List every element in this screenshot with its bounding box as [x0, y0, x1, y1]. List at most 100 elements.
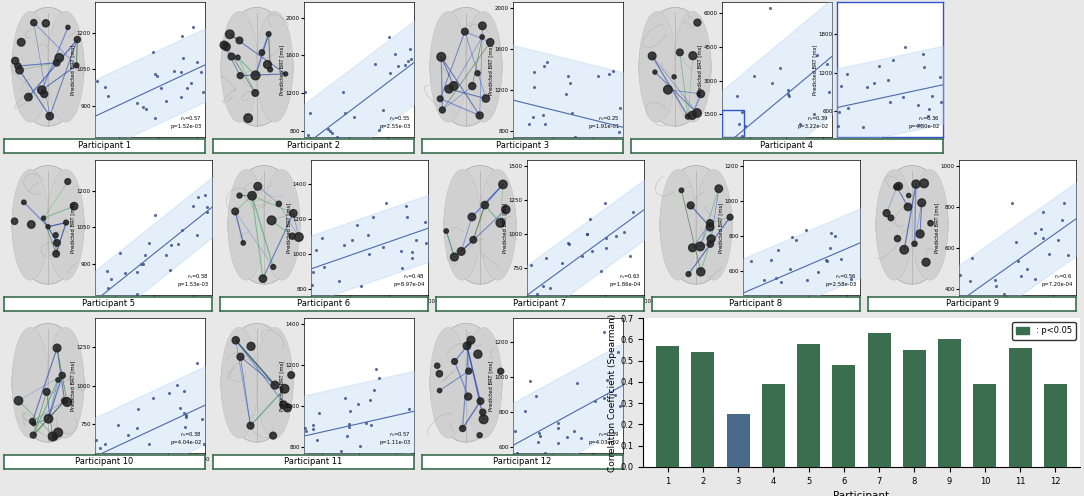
Point	[315, 263, 333, 271]
Point	[644, 52, 661, 60]
Point	[474, 408, 491, 416]
Point	[817, 256, 835, 264]
Point	[1055, 199, 1072, 207]
Point	[537, 294, 554, 302]
Point	[403, 248, 421, 256]
Point	[977, 312, 994, 320]
Point	[255, 275, 272, 283]
Point	[189, 58, 206, 66]
Y-axis label: Predicted BRT [ms]: Predicted BRT [ms]	[280, 360, 284, 411]
Point	[882, 214, 900, 222]
Point	[361, 249, 378, 257]
Ellipse shape	[465, 327, 502, 438]
Y-axis label: Predicted BRT [ms]: Predicted BRT [ms]	[489, 360, 493, 411]
Point	[375, 106, 392, 114]
Point	[477, 95, 494, 103]
Point	[728, 92, 746, 100]
Point	[598, 376, 616, 384]
Point	[291, 233, 308, 241]
Point	[798, 226, 815, 234]
Ellipse shape	[12, 7, 85, 126]
Ellipse shape	[12, 323, 85, 442]
Point	[198, 208, 216, 216]
Point	[720, 153, 737, 161]
Point	[684, 52, 701, 60]
Point	[559, 72, 577, 80]
Point	[431, 95, 449, 103]
Point	[564, 110, 581, 118]
Point	[498, 205, 515, 213]
Point	[746, 156, 763, 164]
Point	[192, 68, 209, 76]
Point	[798, 276, 815, 284]
Y-axis label: Predicted BRT [ms]: Predicted BRT [ms]	[934, 202, 940, 253]
Ellipse shape	[660, 165, 732, 284]
Point	[176, 409, 193, 417]
Point	[193, 415, 210, 423]
Point	[400, 58, 417, 65]
Bar	[722, 110, 744, 137]
Point	[579, 230, 596, 238]
Ellipse shape	[638, 7, 711, 126]
Point	[176, 423, 193, 431]
Ellipse shape	[263, 170, 300, 280]
Point	[40, 415, 57, 423]
Point	[895, 246, 913, 254]
Point	[157, 250, 175, 258]
Point	[469, 69, 487, 77]
Point	[51, 54, 68, 62]
Point	[1049, 237, 1067, 245]
Point	[337, 394, 354, 402]
Point	[492, 219, 509, 227]
Point	[682, 201, 699, 209]
Point	[589, 71, 606, 79]
Point	[475, 415, 492, 423]
Point	[472, 397, 489, 405]
Text: Participant 3: Participant 3	[496, 141, 550, 150]
Point	[693, 90, 710, 98]
Point	[784, 233, 801, 241]
Point	[521, 306, 539, 314]
Point	[558, 90, 576, 98]
Ellipse shape	[47, 11, 85, 122]
Point	[44, 433, 62, 440]
Point	[285, 209, 302, 217]
Point	[284, 232, 301, 240]
Point	[20, 93, 37, 101]
Point	[746, 72, 763, 80]
Point	[10, 62, 27, 70]
Point	[35, 214, 52, 222]
Point	[146, 211, 164, 219]
Point	[779, 86, 797, 94]
Y-axis label: Predicted BRT [ms]: Predicted BRT [ms]	[280, 44, 284, 95]
Point	[567, 473, 584, 481]
Point	[351, 442, 369, 450]
Ellipse shape	[12, 170, 49, 280]
Point	[870, 62, 888, 70]
Text: $r_s$=0.39
p=4.03e-02: $r_s$=0.39 p=4.03e-02	[589, 430, 620, 445]
Point	[401, 45, 418, 53]
Point	[94, 151, 112, 159]
Point	[341, 407, 359, 415]
Point	[889, 235, 906, 243]
X-axis label: Measured BRT [ms]: Measured BRT [ms]	[776, 306, 827, 310]
Point	[866, 79, 883, 87]
Point	[522, 261, 540, 269]
Point	[537, 120, 554, 128]
Point	[761, 4, 778, 12]
Point	[528, 392, 545, 400]
Point	[336, 242, 353, 249]
Ellipse shape	[228, 170, 264, 280]
Point	[803, 303, 821, 310]
X-axis label: Measured BRT [ms]: Measured BRT [ms]	[333, 147, 385, 153]
Point	[90, 471, 107, 479]
Point	[688, 109, 706, 117]
Point	[833, 82, 850, 90]
Point	[137, 105, 154, 113]
Point	[805, 110, 823, 118]
Point	[609, 348, 627, 356]
Point	[87, 435, 104, 443]
Point	[261, 65, 279, 73]
Point	[646, 68, 663, 76]
Point	[48, 250, 65, 258]
